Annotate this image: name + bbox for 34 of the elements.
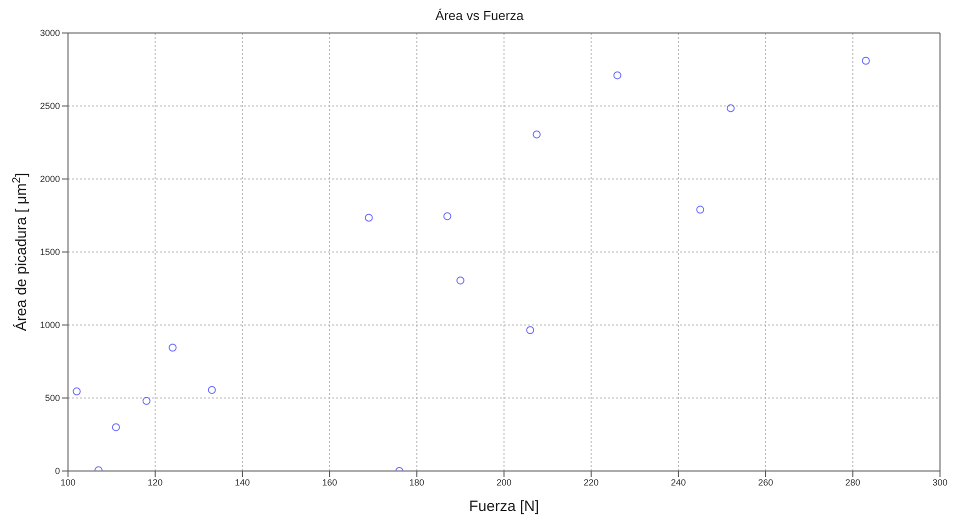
x-tick-label: 140 — [234, 477, 250, 488]
x-tick-label: 300 — [932, 477, 948, 488]
point — [112, 423, 120, 432]
y-tick-label: 2500 — [40, 101, 60, 112]
point — [532, 130, 541, 138]
point — [168, 344, 177, 352]
point — [142, 396, 150, 405]
point — [72, 387, 81, 396]
point — [208, 386, 216, 394]
point — [696, 206, 704, 214]
x-tick-label: 180 — [409, 477, 424, 488]
x-tick-label: 260 — [758, 477, 774, 488]
y-tick-label: 0 — [54, 466, 60, 476]
x-tick-label: 280 — [845, 477, 860, 488]
point — [456, 276, 464, 284]
y-tick-label: 1000 — [40, 320, 60, 330]
x-tick-label: 120 — [148, 477, 163, 488]
y-tick-label: 3000 — [40, 28, 60, 38]
point — [526, 326, 534, 334]
point — [443, 212, 452, 220]
x-tick-label: 240 — [670, 477, 686, 488]
x-tick-label: 200 — [496, 477, 512, 488]
y-tick-label: 2000 — [40, 174, 60, 184]
y-tick-label: 1500 — [40, 247, 60, 258]
x-tick-label: 160 — [322, 477, 338, 488]
y-tick-label: 500 — [44, 393, 60, 404]
point — [613, 71, 622, 80]
point — [726, 104, 735, 112]
x-tick-label: 100 — [60, 477, 76, 488]
point — [364, 214, 373, 222]
chart-title: Área vs Fuerza — [434, 8, 525, 25]
x-tick-label: 220 — [584, 477, 599, 488]
point — [862, 56, 870, 65]
x-axis-title: Fuerza [N] — [468, 498, 540, 515]
